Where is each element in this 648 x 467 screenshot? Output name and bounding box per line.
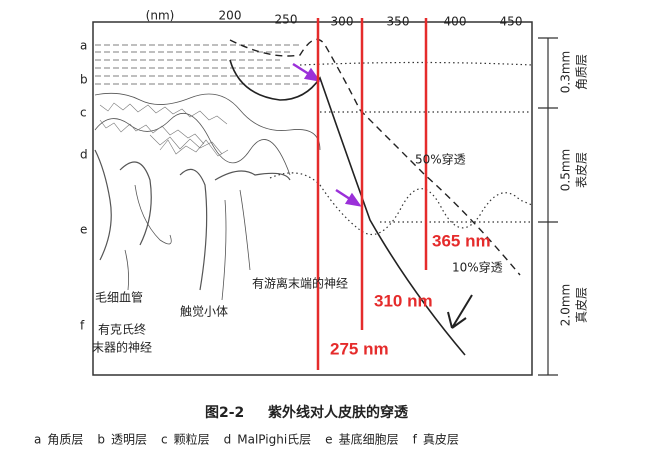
legend-key: e	[325, 433, 332, 447]
anatomy-label: 毛细血管	[95, 290, 143, 305]
legend-label: 颗粒层	[174, 432, 210, 447]
axis-unit: (nm)	[146, 9, 175, 23]
axis-tick: 350	[387, 15, 410, 29]
layer-name: 表皮层	[575, 152, 589, 188]
layer-boundaries	[269, 61, 533, 235]
legend-label: 基底细胞层	[339, 432, 399, 447]
layer-name: 真皮层	[575, 287, 589, 323]
pointer-arrows	[292, 62, 362, 207]
wavelength-label: 275 nm	[330, 339, 389, 358]
axis-tick: 450	[500, 15, 523, 29]
legend-key: b	[97, 433, 105, 447]
legend: a 角质层 b 透明层 c 颗粒层 d MalPighi氏层 e 基底细胞层 f 真皮层	[34, 432, 459, 447]
layer-letter: b	[80, 73, 88, 87]
axis-tick: 200	[219, 9, 242, 23]
depth-label: 0.5mm	[559, 149, 573, 191]
legend-label: MalPighi氏层	[237, 433, 311, 447]
legend-key: a	[34, 433, 41, 447]
curve-10-percent	[229, 59, 466, 356]
layer-letter: f	[80, 319, 85, 333]
layer-name: 角质层	[575, 54, 589, 90]
legend-key: d	[224, 433, 232, 447]
anatomy-label: 触觉小体	[180, 305, 228, 319]
anatomy-label: 有游离末端的神经	[252, 276, 348, 291]
frame	[92, 21, 533, 376]
wavelength-label: 365 nm	[432, 231, 491, 250]
depth-label: 0.3mm	[559, 51, 573, 93]
legend-key: c	[161, 433, 168, 447]
legend-key: f	[413, 433, 418, 447]
legend-label: 角质层	[47, 433, 83, 447]
skin-illustration	[94, 44, 321, 301]
curve-label: 10%穿透	[452, 260, 503, 275]
anatomy-label: 有克氏终	[98, 322, 146, 337]
axis-tick: 400	[444, 15, 467, 29]
anatomy-label: 末器的神经	[92, 340, 152, 355]
curve-arrow	[447, 294, 473, 329]
wavelength-label: 310 nm	[374, 291, 433, 310]
layer-letter: a	[80, 39, 87, 53]
depth-label: 2.0mm	[559, 284, 573, 326]
layer-letter: e	[80, 223, 87, 237]
layer-letter: c	[80, 106, 87, 120]
curve-label: 50%穿透	[415, 152, 466, 167]
depth-scale	[538, 37, 558, 376]
layer-letter: d	[80, 148, 88, 162]
caption-title: 紫外线对人皮肤的穿透	[268, 404, 409, 421]
caption-number: 图2-2	[205, 405, 244, 421]
axis-tick: 250	[275, 13, 298, 27]
legend-label: 真皮层	[423, 433, 459, 447]
axis-tick: 300	[331, 15, 354, 29]
legend-label: 透明层	[111, 433, 147, 447]
wavelength-lines	[316, 18, 428, 370]
